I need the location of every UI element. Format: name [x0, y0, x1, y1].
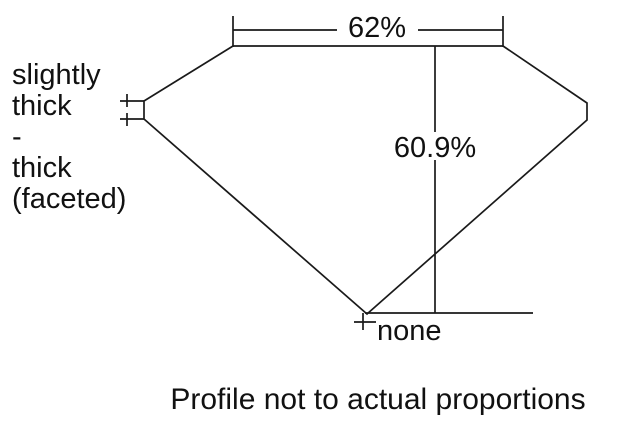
culet-label: none [377, 315, 442, 347]
girdle-label-line-3: - [12, 121, 22, 153]
table-width-label: 62% [348, 12, 406, 44]
girdle-label: slightly thick - thick (faceted) [12, 59, 126, 215]
girdle-thickness-markers-icon [120, 94, 144, 126]
girdle-label-line-2: thick [12, 90, 72, 122]
caption: Profile not to actual proportions [170, 383, 585, 416]
diamond-outline [143, 45, 588, 316]
depth-label: 60.9% [394, 132, 476, 164]
culet-marker-icon [354, 313, 376, 330]
girdle-label-line-5: (faceted) [12, 183, 126, 215]
table-width-label-backing [337, 14, 418, 44]
depth-label-backing [382, 132, 487, 160]
girdle-label-line-4: thick [12, 152, 72, 184]
girdle-label-line-1: slightly [12, 59, 101, 91]
